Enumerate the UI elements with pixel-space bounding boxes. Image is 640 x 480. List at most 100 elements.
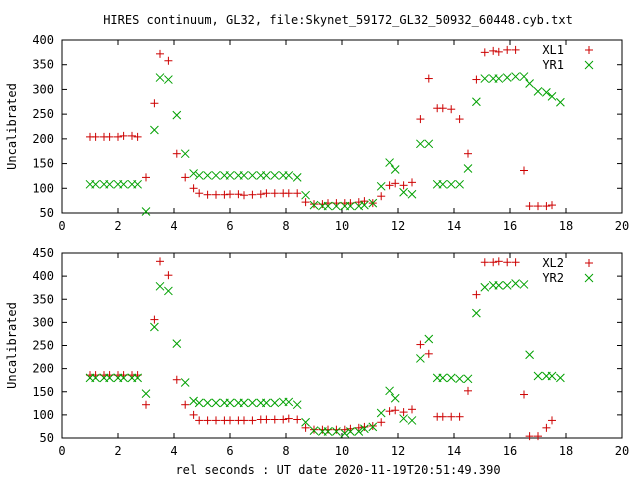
top-panel: 50 100 150 200 250 300 350 400 0 2 4 6 8 10 12 14 16 18 20… <box>5 33 629 233</box>
data-point <box>519 72 529 81</box>
data-point <box>240 191 248 200</box>
data-point <box>203 416 212 425</box>
chart-title: HIRES continuum, GL32, file:Skynet_59172… <box>103 13 573 27</box>
y-tick-label: 250 <box>32 339 54 353</box>
x-tick-label: 12 <box>391 219 405 233</box>
data-point <box>248 398 257 408</box>
data-point <box>548 201 556 210</box>
x-tick-label: 20 <box>615 444 629 458</box>
data-point <box>385 386 394 396</box>
data-point <box>360 422 369 431</box>
data-point <box>472 290 481 299</box>
x-axis-label: rel seconds : UT date 2020-11-19T20:51:4… <box>175 463 500 477</box>
data-point <box>446 373 456 383</box>
data-point <box>293 189 302 198</box>
data-point <box>262 398 271 408</box>
data-point <box>189 169 198 178</box>
data-point <box>346 427 355 436</box>
data-point <box>133 132 142 141</box>
y-tick-label: 350 <box>32 58 54 72</box>
data-point <box>416 354 425 363</box>
data-point <box>142 400 150 409</box>
data-point <box>556 373 565 383</box>
data-point <box>354 423 363 432</box>
data-point <box>105 179 114 189</box>
data-point <box>212 416 220 425</box>
x-tick-label: 0 <box>58 444 65 458</box>
data-point <box>390 165 400 174</box>
legend-marker <box>585 259 593 267</box>
x-tick-label: 8 <box>282 219 289 233</box>
data-point <box>472 75 481 84</box>
data-point <box>133 179 142 189</box>
data-point <box>520 166 528 175</box>
data-point <box>494 281 504 290</box>
y-tick-label: 150 <box>32 157 54 171</box>
data-point <box>270 415 279 424</box>
data-point <box>128 131 136 140</box>
y-tick-label: 50 <box>40 206 54 220</box>
data-point <box>270 398 280 408</box>
y-tick-label: 100 <box>32 408 54 422</box>
data-point <box>376 181 386 191</box>
data-point <box>194 171 204 180</box>
data-point <box>447 105 456 114</box>
x-tick-label: 2 <box>114 219 121 233</box>
data-point <box>248 171 257 180</box>
data-point <box>318 200 327 209</box>
data-point <box>189 396 198 406</box>
data-point <box>309 426 319 435</box>
data-point <box>377 192 386 201</box>
x-tick-label: 8 <box>282 444 289 458</box>
data-point <box>346 201 355 211</box>
data-point <box>385 158 394 167</box>
data-point <box>301 190 310 200</box>
data-point <box>534 432 542 441</box>
data-point <box>133 373 142 383</box>
data-point <box>324 425 332 434</box>
data-point <box>332 425 341 434</box>
data-point <box>368 422 378 432</box>
data-point <box>91 132 100 141</box>
data-point <box>203 190 212 199</box>
data-point <box>438 373 448 383</box>
data-point <box>391 179 400 188</box>
series-xl1 <box>86 45 556 211</box>
data-point <box>480 48 489 57</box>
data-point <box>360 197 369 206</box>
data-point <box>284 397 294 407</box>
data-point <box>211 171 221 180</box>
y-tick-label: 250 <box>32 107 54 121</box>
data-point <box>464 149 472 158</box>
data-point <box>91 373 100 383</box>
data-point <box>424 74 433 83</box>
data-point <box>376 408 386 418</box>
data-point <box>172 375 181 384</box>
data-point <box>262 415 271 424</box>
y-axis-label: Uncalibrated <box>5 302 19 389</box>
data-point <box>211 398 221 408</box>
data-point <box>511 279 520 288</box>
data-point <box>91 179 100 189</box>
data-point <box>525 202 534 211</box>
data-point <box>472 308 481 318</box>
data-point <box>234 190 243 199</box>
data-point <box>119 131 128 140</box>
data-point <box>248 190 257 199</box>
y-tick-label: 150 <box>32 385 54 399</box>
data-point <box>301 198 310 207</box>
data-point <box>284 171 294 180</box>
x-tick-label: 10 <box>335 444 349 458</box>
x-tick-label: 12 <box>391 444 405 458</box>
data-point <box>424 139 434 149</box>
data-point <box>212 190 220 199</box>
data-point <box>119 373 128 383</box>
data-point <box>542 202 551 211</box>
data-point <box>340 425 349 434</box>
data-point <box>519 280 529 289</box>
legend-marker <box>585 46 593 54</box>
data-point <box>150 322 159 332</box>
data-point <box>141 389 151 398</box>
data-point <box>489 258 498 267</box>
data-point <box>438 179 448 189</box>
